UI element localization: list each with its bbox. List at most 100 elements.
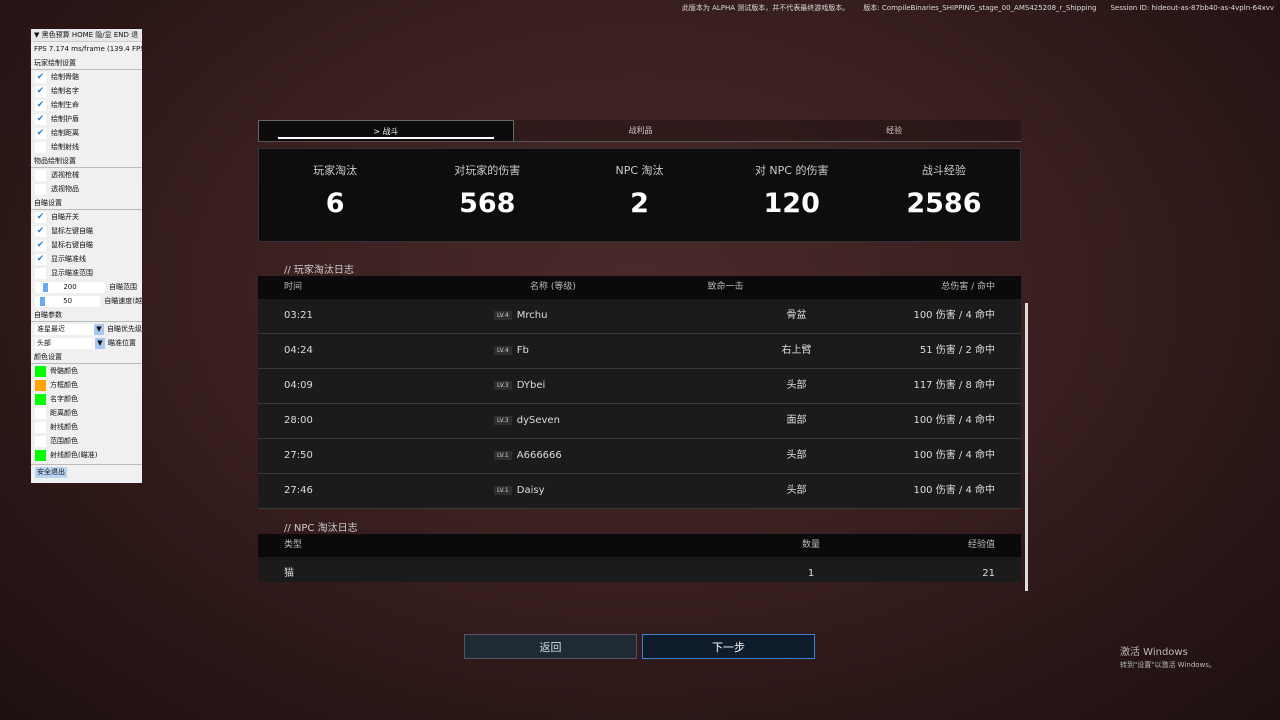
player-name: Daisy <box>516 485 545 496</box>
checkbox-label: 自瞄开关 <box>51 213 79 221</box>
color-swatch[interactable] <box>35 365 46 377</box>
checkbox-option[interactable]: 显示瞄准范围 <box>31 266 142 280</box>
checkbox[interactable]: ✔ <box>35 211 46 223</box>
checkbox-option[interactable]: ✔ 绘制骨骼 <box>31 70 142 84</box>
table-row[interactable]: 28:00 LV.3 dySeven 面部 100 伤害 / 4 命中 <box>258 404 1021 439</box>
checkbox[interactable] <box>35 169 46 181</box>
table-row[interactable]: 27:46 LV.1 Daisy 头部 100 伤害 / 4 命中 <box>258 474 1021 509</box>
checkbox[interactable]: ✔ <box>35 71 46 83</box>
checkbox[interactable]: ✔ <box>35 239 46 251</box>
color-swatch[interactable] <box>35 421 46 433</box>
debug-overlay-panel: ▼ 黑色预算 HOME 隐/显 END 退 FPS 7.174 ms/frame … <box>31 29 142 483</box>
version-text: 版本: CompileBinaries_SHIPPING_stage_00_AM… <box>863 4 1097 12</box>
player-name: Fb <box>516 345 529 356</box>
checkbox-option[interactable]: ✔ 绘制护盾 <box>31 112 142 126</box>
tab-2[interactable]: 经验 <box>886 126 903 135</box>
section-header: 自瞄设置 <box>31 196 142 210</box>
stat-value: 2586 <box>906 188 982 219</box>
killshot-part: 头部 <box>786 485 807 496</box>
checkbox-label: 绘制射线 <box>51 143 79 151</box>
match-summary: > 战斗 战利品 经验 玩家淘汰 6 对玩家的伤害 568 NPC 淘汰 2 对 NPC 的伤害… <box>258 120 1021 582</box>
checkbox[interactable]: ✔ <box>35 99 46 111</box>
stats-panel: 玩家淘汰 6 对玩家的伤害 568 NPC 淘汰 2 对 NPC 的伤害 120 战斗经验 258… <box>258 148 1021 242</box>
color-option[interactable]: 范围颜色 <box>31 434 142 448</box>
table-row[interactable]: 27:50 LV.1 A666666 头部 100 伤害 / 4 命中 <box>258 439 1021 474</box>
checkbox-option[interactable]: 绘制射线 <box>31 140 142 154</box>
next-button[interactable]: 下一步 <box>642 634 815 659</box>
color-option[interactable]: 射线颜色(瞄准) <box>31 448 142 462</box>
checkbox[interactable] <box>35 141 46 153</box>
slider-label: 自瞄范围 <box>109 283 137 291</box>
color-option[interactable]: 名字颜色 <box>31 392 142 406</box>
checkbox-label: 绘制名字 <box>51 87 79 95</box>
checkbox-option[interactable]: ✔ 鼠标左键自瞄 <box>31 224 142 238</box>
slider[interactable]: 50 <box>35 295 101 307</box>
col-count: 数量 <box>801 540 820 550</box>
checkbox[interactable] <box>35 183 46 195</box>
player-log-header: 时间 名称 (等级) 致命一击 总伤害 / 命中 <box>258 276 1021 299</box>
npc-type: 猫 <box>284 568 294 579</box>
color-label: 方框颜色 <box>50 381 78 389</box>
safe-exit-button[interactable]: 安全退出 <box>35 467 67 478</box>
color-option[interactable]: 骨骼颜色 <box>31 364 142 378</box>
color-option[interactable]: 距离颜色 <box>31 406 142 420</box>
kill-time: 03:21 <box>284 310 313 321</box>
scrollbar[interactable] <box>1025 303 1028 591</box>
color-swatch[interactable] <box>35 449 46 461</box>
npc-log-rows: 猫 1 21 <box>258 557 1021 582</box>
color-swatch[interactable] <box>35 407 46 419</box>
table-row[interactable]: 03:21 LV.4 Mrchu 骨盆 100 伤害 / 4 命中 <box>258 299 1021 334</box>
checkbox-option[interactable]: ✔ 绘制生命 <box>31 98 142 112</box>
damage-hits: 100 伤害 / 4 命中 <box>913 415 995 426</box>
checkbox-option[interactable]: ✔ 鼠标右键自瞄 <box>31 238 142 252</box>
player-name: DYbei <box>516 380 546 391</box>
stat-card: 对玩家的伤害 568 <box>411 149 563 241</box>
checkbox-label: 透视物品 <box>51 185 79 193</box>
back-button[interactable]: 返回 <box>464 634 637 659</box>
alpha-notice: 此版本为 ALPHA 测试版本，并不代表最终游戏版本。 <box>681 4 850 12</box>
killshot-part: 头部 <box>786 450 807 461</box>
color-swatch[interactable] <box>35 379 46 391</box>
stat-card: 玩家淘汰 6 <box>259 149 411 241</box>
checkbox[interactable]: ✔ <box>35 85 46 97</box>
dropdown-arrow-icon[interactable]: ▼ <box>95 337 105 349</box>
slider[interactable]: 200 <box>35 281 105 293</box>
table-row[interactable]: 04:24 LV.4 Fb 右上臂 51 伤害 / 2 命中 <box>258 334 1021 369</box>
killshot-part: 骨盆 <box>786 310 807 321</box>
checkbox[interactable]: ✔ <box>35 225 46 237</box>
tab-1[interactable]: 战利品 <box>628 126 653 135</box>
checkbox-option[interactable]: ✔ 绘制距离 <box>31 126 142 140</box>
stat-label: 对玩家的伤害 <box>454 164 521 177</box>
checkbox[interactable] <box>35 267 46 279</box>
table-row[interactable]: 04:09 LV.3 DYbei 头部 117 伤害 / 8 命中 <box>258 369 1021 404</box>
dropdown[interactable]: 头部 ▼ <box>35 337 105 349</box>
color-label: 范围颜色 <box>50 437 78 445</box>
dropdown-arrow-icon[interactable]: ▼ <box>94 323 104 335</box>
color-option[interactable]: 射线颜色 <box>31 420 142 434</box>
tab-0[interactable]: > 战斗 <box>258 120 514 141</box>
table-row[interactable]: 猫 1 21 <box>258 557 1021 582</box>
checkbox[interactable]: ✔ <box>35 127 46 139</box>
checkbox-option[interactable]: ✔ 显示瞄准线 <box>31 252 142 266</box>
color-option[interactable]: 方框颜色 <box>31 378 142 392</box>
level-badge: LV.4 <box>494 345 512 355</box>
dropdown[interactable]: 准星最近 ▼ <box>35 323 104 335</box>
color-swatch[interactable] <box>35 393 46 405</box>
section-header: 颜色设置 <box>31 350 142 364</box>
color-swatch[interactable] <box>35 435 46 447</box>
tab-bar: > 战斗 战利品 经验 <box>258 120 1021 142</box>
kill-time: 27:46 <box>284 485 313 496</box>
color-label: 距离颜色 <box>50 409 78 417</box>
checkbox-label: 显示瞄准线 <box>51 255 86 263</box>
dropdown-value: 准星最近 <box>37 324 65 333</box>
checkbox-option[interactable]: 透视枪械 <box>31 168 142 182</box>
checkbox[interactable]: ✔ <box>35 253 46 265</box>
checkbox[interactable]: ✔ <box>35 113 46 125</box>
level-badge: LV.3 <box>494 380 512 390</box>
color-label: 射线颜色(瞄准) <box>50 451 98 459</box>
checkbox-option[interactable]: ✔ 自瞄开关 <box>31 210 142 224</box>
debug-title-bar[interactable]: ▼ 黑色预算 HOME 隐/显 END 退 <box>31 29 142 42</box>
player-name: Mrchu <box>516 310 548 321</box>
checkbox-option[interactable]: 透视物品 <box>31 182 142 196</box>
checkbox-option[interactable]: ✔ 绘制名字 <box>31 84 142 98</box>
